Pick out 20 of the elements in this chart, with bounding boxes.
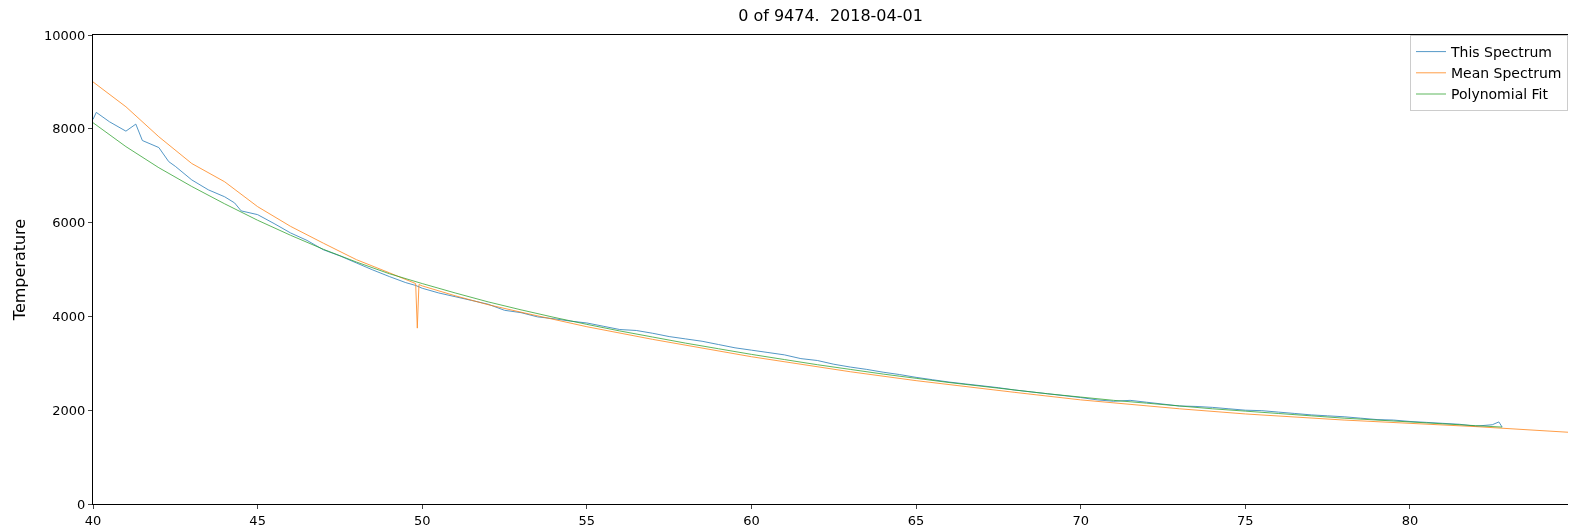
- y-tick-label: 6000: [52, 215, 86, 231]
- y-tick-label: 10000: [44, 27, 86, 43]
- chart-title: 0 of 9474. 2018-04-01: [738, 6, 923, 26]
- x-tick-label: 60: [743, 512, 760, 528]
- x-tick-label: 75: [1237, 512, 1254, 528]
- x-tick-label: 65: [907, 512, 925, 528]
- y-tick-label: 2000: [52, 402, 86, 418]
- legend-label: Mean Spectrum: [1451, 65, 1562, 82]
- legend-label: This Spectrum: [1450, 44, 1552, 61]
- y-tick-label: 8000: [52, 121, 86, 137]
- x-tick-label: 50: [413, 512, 431, 528]
- y-tick-label: 0: [77, 496, 86, 512]
- y-axis-title: Temperature: [9, 218, 29, 322]
- x-tick-label: 55: [578, 512, 596, 528]
- y-tick-label: 4000: [52, 308, 86, 324]
- x-tick-label: 40: [84, 512, 102, 528]
- x-tick-label: 70: [1072, 512, 1089, 528]
- x-tick-label: 45: [249, 512, 266, 528]
- legend-label: Polynomial Fit: [1451, 86, 1549, 103]
- x-tick-label: 80: [1401, 512, 1419, 528]
